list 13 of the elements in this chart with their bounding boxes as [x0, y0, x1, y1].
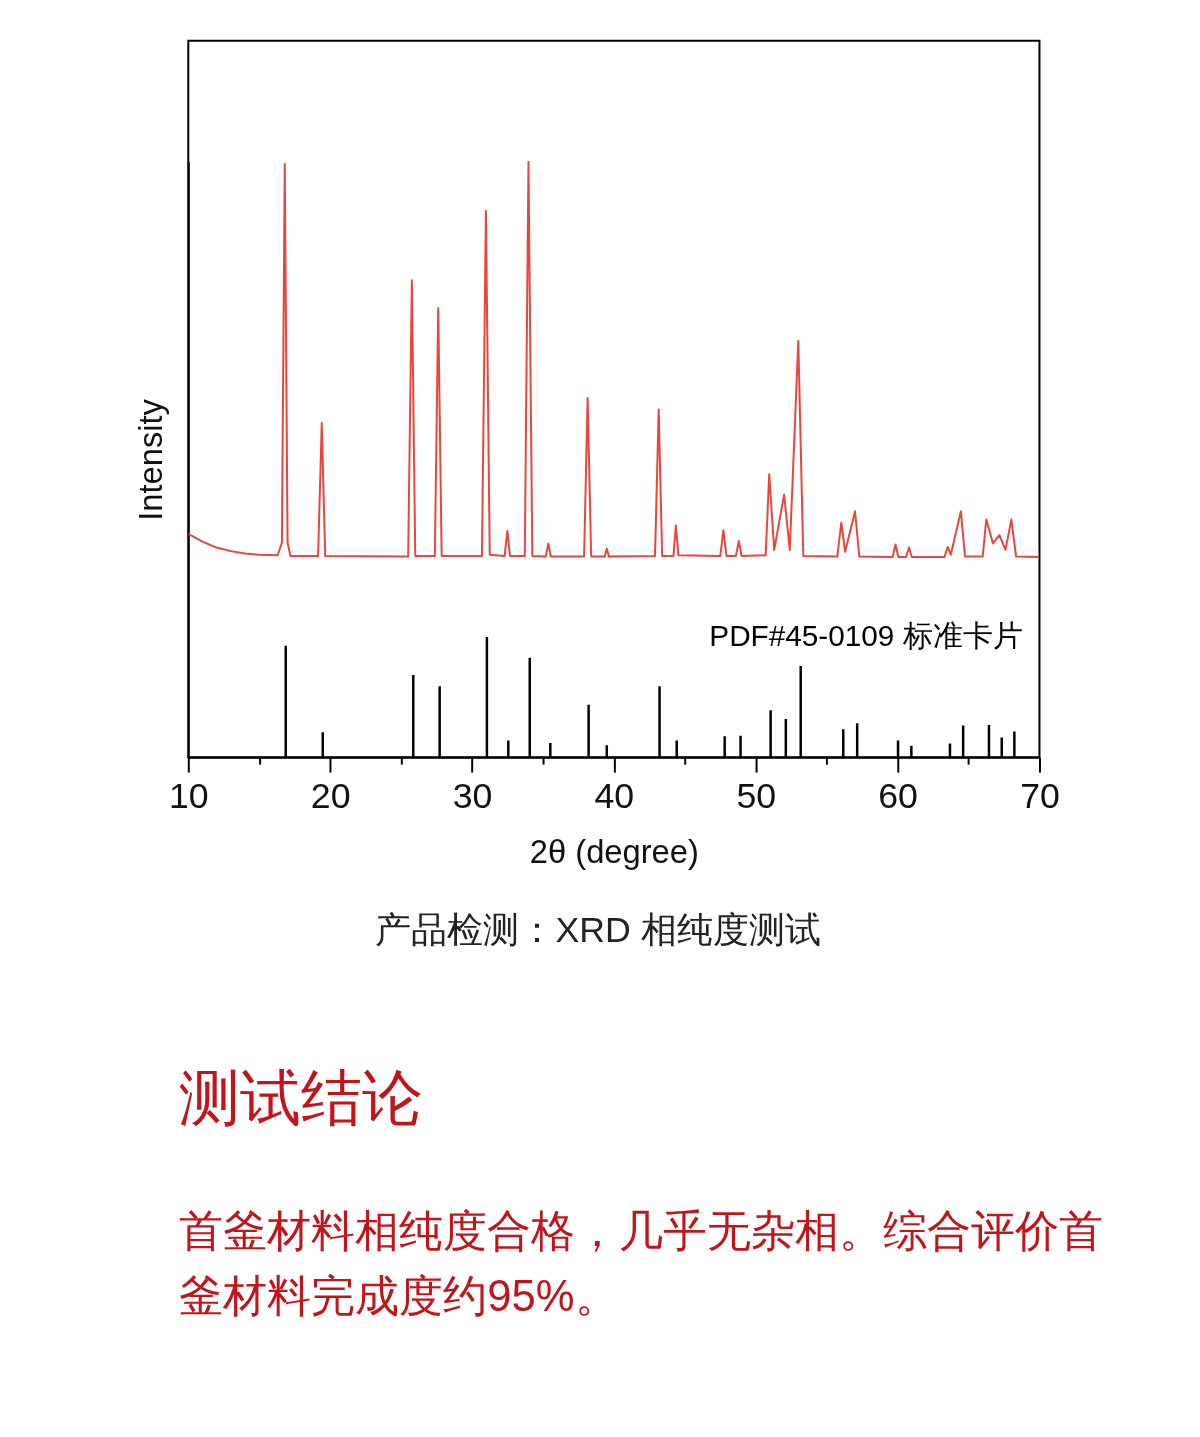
x-tick-label: 30 [452, 776, 493, 817]
x-tick-label: 40 [594, 776, 635, 817]
x-tick-label: 60 [878, 776, 918, 817]
x-axis-title: 2θ (degree) [529, 832, 699, 870]
series-label: PDF#45-0109 标准卡片 [709, 619, 1023, 653]
text: 首釜材料相纯度合格，几乎无杂相。综合评价首釜材料完成度约95%。 [179, 1206, 1104, 1321]
x-tick-label: 10 [168, 776, 209, 817]
x-tick-label: 70 [1020, 776, 1060, 817]
text: 产品检测：XRD 相纯度测试 [375, 910, 821, 951]
text: 测试结论 [179, 1062, 424, 1132]
x-tick-label: 50 [736, 776, 777, 817]
x-tick-label: 20 [310, 776, 351, 817]
y-axis-title: Intensity [132, 398, 170, 521]
